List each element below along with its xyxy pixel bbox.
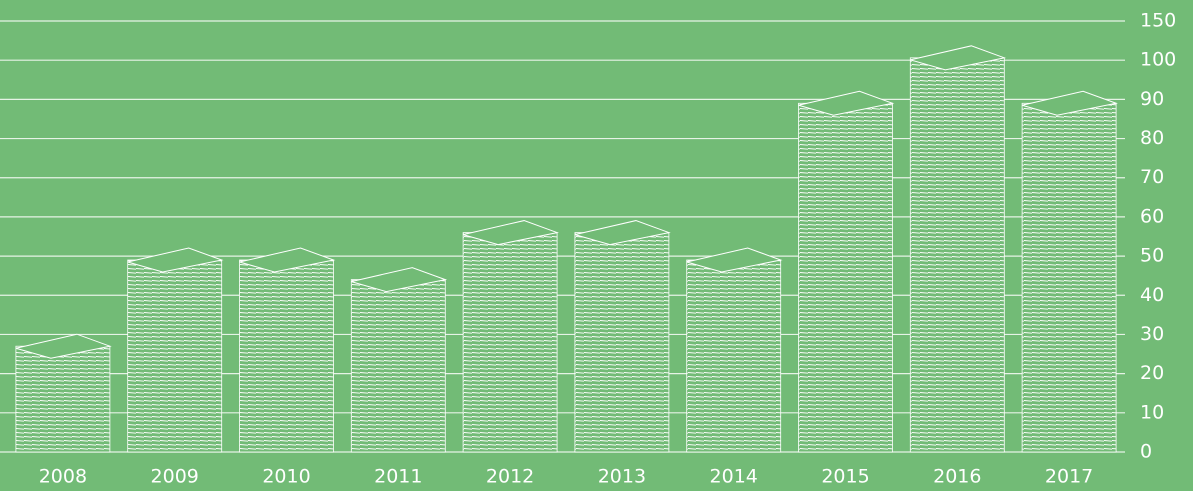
top-sheet <box>798 90 895 116</box>
bar <box>239 259 334 453</box>
x-tick-label: 2017 <box>1045 466 1093 488</box>
x-tick-label: 2011 <box>374 466 422 488</box>
x-tick-label: 2016 <box>933 466 981 488</box>
bar <box>798 102 893 453</box>
paper-stack <box>686 247 783 453</box>
x-tick-label: 2014 <box>710 466 758 488</box>
paper-stack <box>127 247 224 453</box>
y-tick-label: 60 <box>1140 205 1164 227</box>
bar <box>350 279 446 453</box>
paper-stack <box>350 267 448 453</box>
top-sheet <box>910 45 1007 71</box>
bar <box>909 57 1005 453</box>
x-tick-label: 2013 <box>598 466 646 488</box>
paper-stack <box>462 220 559 453</box>
bar <box>574 232 670 453</box>
paper-stack <box>909 45 1007 453</box>
top-sheet <box>351 267 448 293</box>
top-sheet <box>686 247 783 273</box>
y-tick-label: 0 <box>1140 441 1152 463</box>
bar <box>686 259 782 453</box>
paper-stack <box>798 90 895 453</box>
y-tick-label: 20 <box>1140 362 1164 384</box>
y-tick-label: 40 <box>1140 284 1164 306</box>
paper-stack <box>1021 90 1118 453</box>
y-tick-label: 10 <box>1140 401 1164 423</box>
y-tick-label: 50 <box>1140 245 1164 267</box>
x-tick-label: 2009 <box>151 466 199 488</box>
top-sheet <box>1021 90 1118 116</box>
paper-stack <box>239 247 336 453</box>
x-tick-label: 2008 <box>39 466 87 488</box>
y-tick-label: 90 <box>1140 88 1164 110</box>
top-sheet <box>574 220 671 246</box>
bar <box>15 345 111 453</box>
paper-stack <box>574 220 671 453</box>
x-tick-label: 2012 <box>486 466 534 488</box>
top-sheet <box>127 247 224 273</box>
y-tick-label: 30 <box>1140 323 1164 345</box>
bar <box>1021 102 1117 453</box>
top-sheet <box>15 333 112 359</box>
x-tick-label: 2010 <box>262 466 310 488</box>
top-sheet <box>239 247 336 273</box>
top-sheet <box>462 220 559 246</box>
y-tick-label: 100 <box>1140 49 1176 71</box>
paper-stack <box>15 333 112 453</box>
bar <box>462 232 558 453</box>
y-tick-label: 80 <box>1140 127 1164 149</box>
bar <box>127 259 223 453</box>
y-tick-label: 70 <box>1140 166 1164 188</box>
x-tick-label: 2015 <box>821 466 869 488</box>
y-tick-label: 150 <box>1140 10 1176 32</box>
